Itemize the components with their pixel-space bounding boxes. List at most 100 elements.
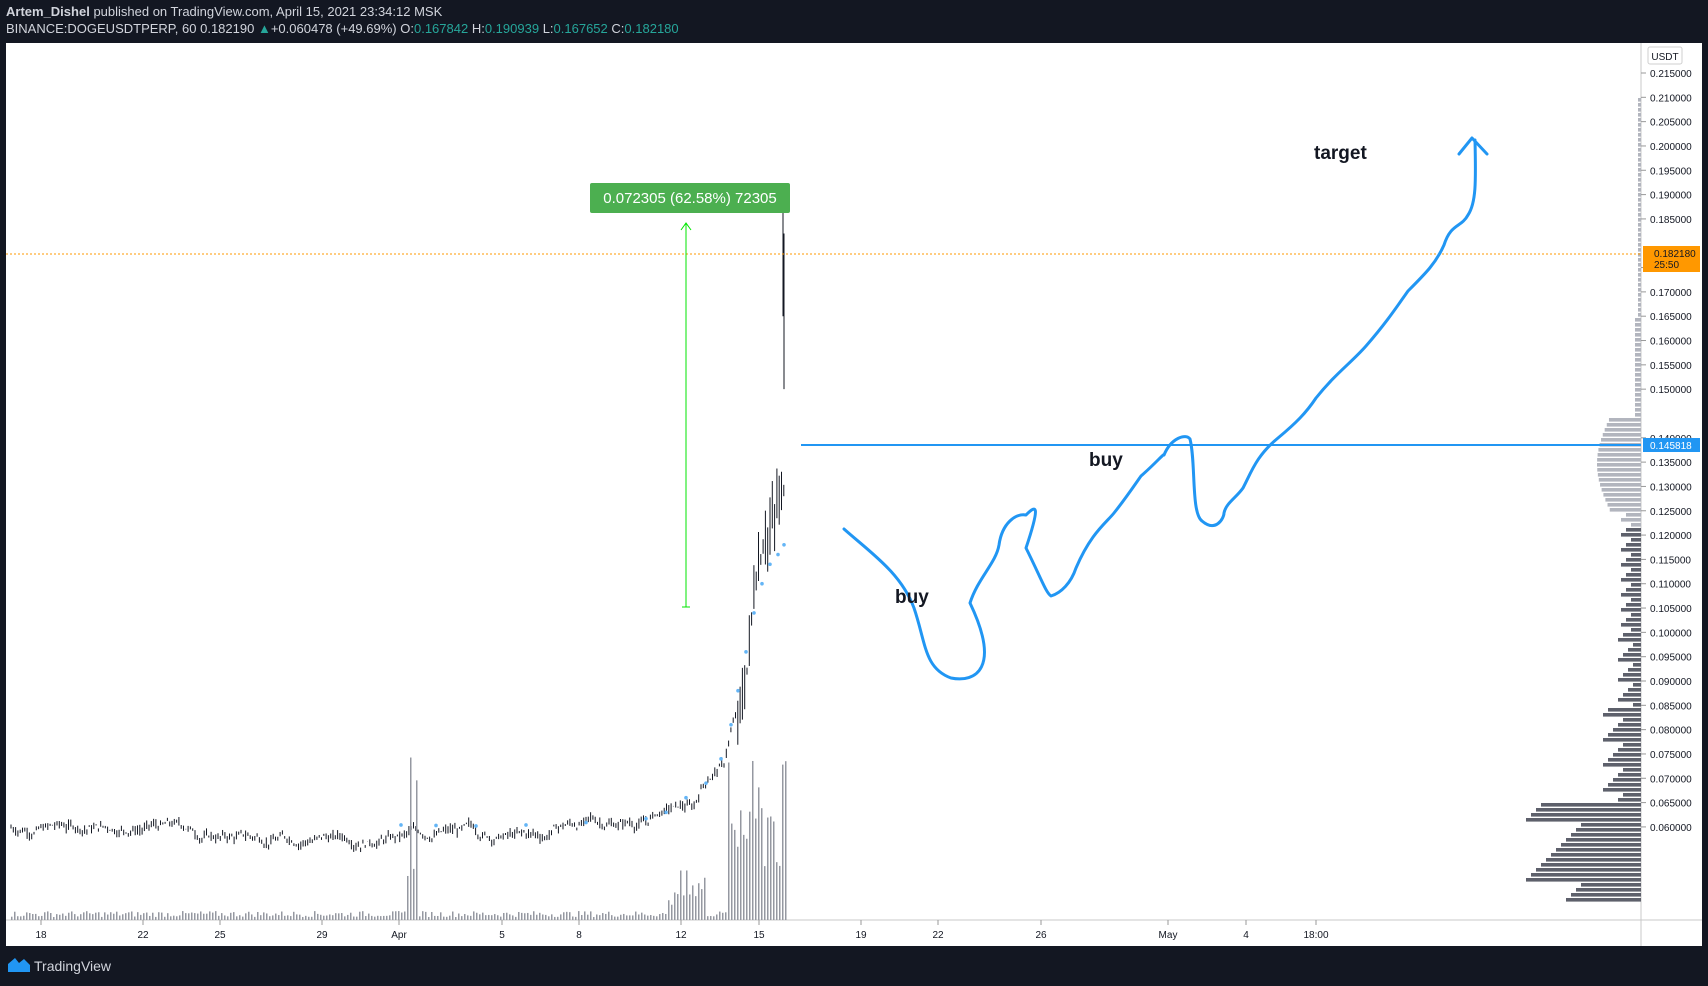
volume-profile-bar	[1631, 568, 1641, 572]
volume-profile-bar	[1598, 478, 1641, 482]
volume-bar	[542, 914, 544, 920]
volume-bar	[272, 915, 274, 920]
volume-profile-bar	[1623, 653, 1641, 657]
volume-bar	[224, 915, 226, 920]
volume-profile-bar	[1638, 283, 1641, 287]
symbol-label[interactable]: BINANCE:DOGEUSDTPERP, 60	[6, 21, 197, 36]
volume-profile-bar	[1628, 688, 1641, 692]
chart-canvas[interactable]: 0.072305 (62.58%) 72305 buy buy target U…	[6, 43, 1702, 946]
currency-badge[interactable]	[1647, 46, 1683, 65]
volume-bar	[23, 915, 25, 920]
volume-bar	[383, 915, 385, 920]
volume-bar	[509, 914, 511, 920]
volume-profile-bar	[1621, 533, 1641, 537]
volume-bar	[530, 914, 532, 920]
volume-bar	[479, 914, 481, 920]
volume-profile-bar	[1631, 538, 1641, 542]
volume-profile-bar	[1638, 248, 1641, 252]
volume-profile-bar	[1631, 583, 1641, 587]
volume-profile	[1526, 98, 1641, 902]
annotation-buy-1[interactable]: buy	[895, 587, 929, 608]
volume-bar	[158, 912, 160, 920]
volume-profile-bar	[1571, 893, 1641, 897]
volume-bar	[437, 915, 439, 920]
price-tick-label: 0.115000	[1650, 555, 1691, 566]
forecast-path[interactable]	[842, 138, 1477, 681]
indicator-dot	[776, 552, 780, 557]
price-tick-label: 0.155000	[1650, 361, 1692, 372]
volume-profile-bar	[1602, 433, 1641, 437]
volume-bar	[446, 916, 448, 920]
tradingview-logo-icon[interactable]	[8, 958, 30, 972]
volume-profile-bar	[1621, 548, 1641, 552]
volume-bar	[77, 916, 79, 920]
volume-bar	[755, 818, 757, 920]
volume-profile-bar	[1631, 553, 1641, 557]
volume-profile-bar	[1566, 838, 1641, 842]
volume-bar	[128, 912, 130, 920]
volume-bar	[335, 913, 337, 920]
volume-profile-bar	[1635, 358, 1641, 362]
volume-bar	[728, 762, 730, 920]
volume-bar	[74, 914, 76, 920]
volume-profile-bar	[1621, 563, 1641, 567]
annotation-buy-2[interactable]: buy	[1089, 450, 1123, 471]
volume-bar	[185, 913, 187, 920]
volume-profile-bar	[1638, 223, 1641, 227]
volume-profile-bar	[1638, 198, 1641, 202]
volume-bar	[392, 911, 394, 920]
brand-label[interactable]: TradingView	[34, 958, 112, 974]
volume-bar	[656, 916, 658, 920]
volume-bar	[137, 912, 139, 920]
volume-bar	[83, 912, 85, 920]
time-tick-label: 5	[499, 930, 505, 941]
volume-bar	[464, 914, 466, 920]
volume-profile-bar	[1618, 773, 1641, 777]
volume-profile-bar	[1635, 388, 1641, 392]
volume-profile-bar	[1635, 413, 1641, 417]
currency-label: USDT	[1651, 52, 1678, 63]
volume-bar	[182, 911, 184, 920]
volume-bar	[614, 916, 616, 920]
volume-profile-bar	[1618, 698, 1641, 702]
volume-profile-bar	[1638, 263, 1641, 267]
volume-profile-bar	[1638, 203, 1641, 207]
price-tick-label: 0.130000	[1650, 482, 1692, 493]
volume-bar	[404, 911, 406, 920]
volume-profile-bar	[1635, 403, 1641, 407]
price-tick-label: 0.200000	[1650, 142, 1692, 153]
volume-profile-bar	[1626, 513, 1641, 517]
volume-bar	[359, 911, 361, 920]
volume-profile-bar	[1623, 743, 1641, 747]
volume-profile-bar	[1626, 543, 1641, 547]
volume-bar	[242, 916, 244, 920]
volume-bar	[50, 913, 52, 920]
volume-bar	[338, 913, 340, 920]
time-axis[interactable]: 18 22 25 29 Apr 5 8 12 15 19 22 26 May 4 18:00	[35, 920, 1329, 941]
volume-bar	[731, 823, 733, 920]
volume-profile-bar	[1638, 183, 1641, 187]
price-tick-label: 0.070000	[1650, 774, 1692, 785]
volume-bar	[581, 915, 583, 920]
volume-profile-bar	[1638, 118, 1641, 122]
volume-bar	[41, 915, 43, 920]
volume-bar	[491, 915, 493, 920]
volume-profile-bar	[1638, 218, 1641, 222]
volume-profile-bar	[1638, 168, 1641, 172]
volume-bar	[734, 829, 736, 920]
volume-profile-bar	[1638, 98, 1641, 102]
volume-profile-bar	[1608, 418, 1641, 422]
volume-bar	[230, 912, 232, 920]
indicator-dot	[434, 823, 438, 828]
chart-area[interactable]: 0.072305 (62.58%) 72305 buy buy target U…	[6, 43, 1702, 946]
author-name[interactable]: Artem_Dishel	[6, 4, 90, 19]
volume-bar	[653, 915, 655, 920]
volume-bar	[167, 913, 169, 920]
volume-bar	[344, 916, 346, 920]
volume-profile-bar	[1626, 603, 1641, 607]
forecast-arrow-icon	[1457, 136, 1489, 156]
volume-bar	[308, 916, 310, 920]
volume-bar	[347, 914, 349, 920]
volume-profile-bar	[1526, 878, 1641, 882]
annotation-target[interactable]: target	[1314, 143, 1367, 164]
